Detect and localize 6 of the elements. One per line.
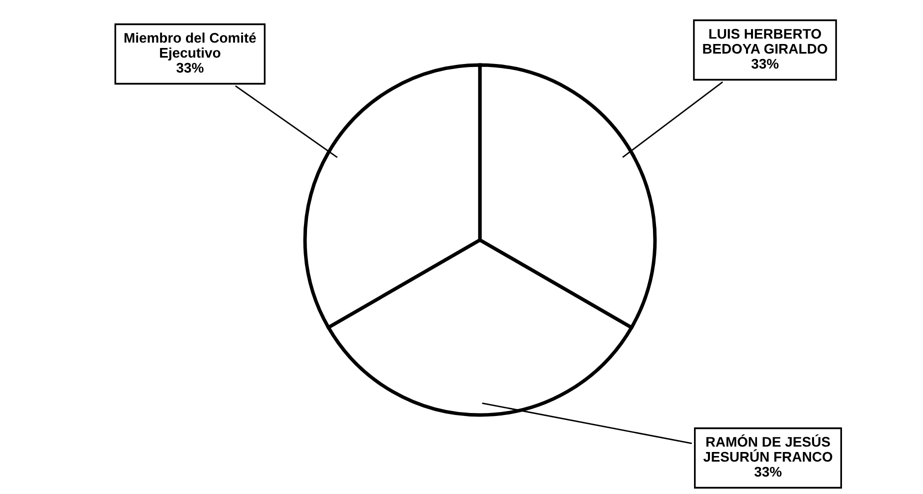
slice-label: Miembro del Comité Ejecutivo	[124, 32, 256, 60]
slice-label: RAMÓN DE JESÚS JESURÚN FRANCO	[703, 434, 832, 462]
data-label: 33%	[176, 62, 204, 73]
slice-label: LUIS HERBERTO BEDOYA GIRALDO	[703, 28, 828, 54]
data-label: 33%	[754, 466, 782, 477]
data-label: 33%	[751, 58, 779, 69]
